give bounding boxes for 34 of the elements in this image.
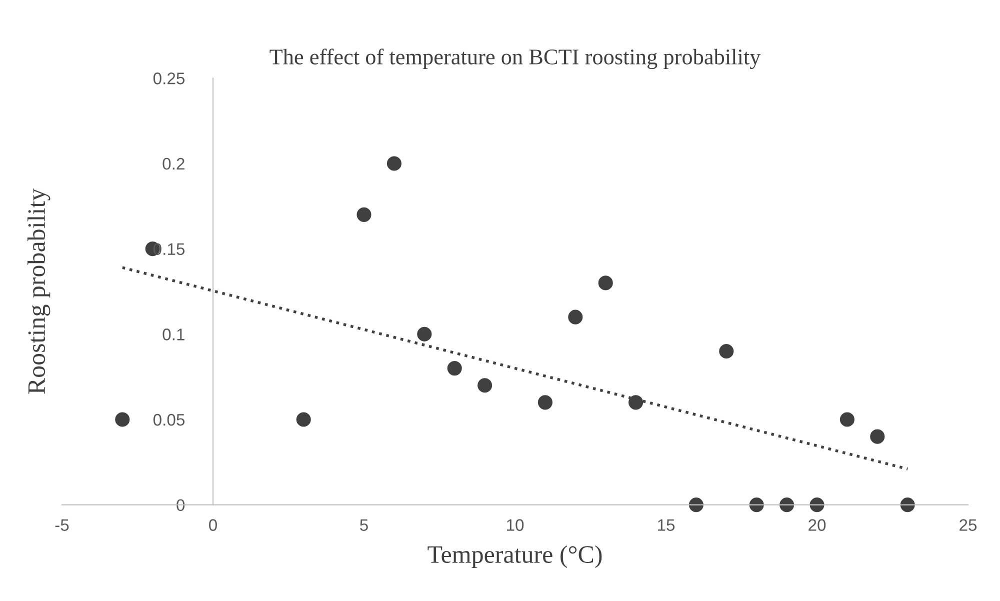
point [447, 361, 462, 376]
point [749, 498, 764, 512]
point [628, 395, 644, 410]
point [356, 207, 372, 222]
point [780, 498, 794, 512]
y-axis-title: Roosting probability [27, 188, 50, 394]
point [296, 412, 311, 427]
y-tick-label: 0.1 [162, 328, 184, 340]
point [688, 498, 704, 512]
point [719, 344, 734, 359]
chart-title: The effect of temperature on BCTI roosting probability [270, 48, 761, 70]
x-tick-label: -5 [55, 519, 69, 531]
x-tick-label: 10 [507, 519, 524, 531]
x-tick-label: 20 [808, 519, 826, 531]
x-tick-label: 25 [960, 519, 977, 531]
y-tick-label: 0.2 [162, 158, 184, 170]
point [870, 429, 885, 444]
point [598, 276, 613, 290]
x-tick-label: 15 [658, 519, 675, 531]
point [386, 156, 402, 171]
y-tick-label: 0.05 [153, 414, 185, 426]
y-tick-label: 0 [176, 499, 185, 512]
point [478, 378, 492, 393]
x-tick-label: 0 [209, 519, 217, 531]
point [900, 498, 915, 512]
point [417, 326, 432, 342]
x-tick-label: 5 [360, 519, 368, 531]
y-tick-label: 0.25 [153, 72, 185, 84]
point [840, 412, 854, 427]
point [115, 412, 130, 427]
x-axis-title: Temperature (°C) [428, 545, 602, 568]
point [810, 498, 824, 512]
point [538, 395, 552, 410]
point [568, 310, 583, 324]
